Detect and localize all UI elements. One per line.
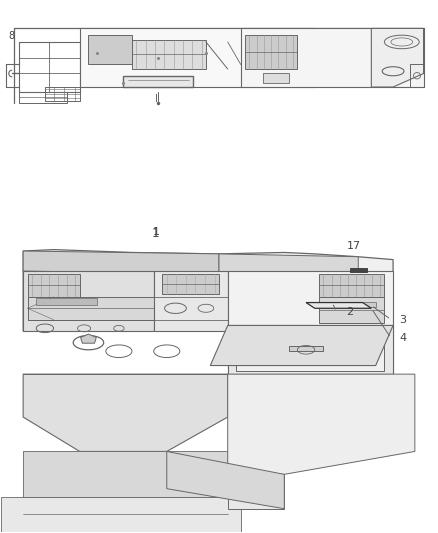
Polygon shape	[228, 474, 284, 508]
Polygon shape	[219, 254, 358, 274]
Polygon shape	[81, 334, 96, 343]
Text: 4: 4	[399, 333, 407, 343]
Polygon shape	[88, 35, 132, 64]
Polygon shape	[245, 35, 297, 69]
Text: 1: 1	[152, 227, 159, 240]
Polygon shape	[23, 374, 228, 451]
Polygon shape	[167, 451, 284, 508]
Polygon shape	[23, 249, 393, 331]
Polygon shape	[210, 326, 393, 366]
Polygon shape	[237, 328, 385, 372]
Polygon shape	[319, 297, 385, 322]
Polygon shape	[23, 451, 228, 497]
Polygon shape	[228, 374, 415, 474]
Polygon shape	[1, 497, 241, 531]
Polygon shape	[228, 271, 393, 374]
Polygon shape	[23, 271, 154, 331]
Polygon shape	[228, 326, 393, 374]
Bar	[328, 302, 350, 307]
Bar	[350, 268, 367, 272]
Text: 17: 17	[347, 241, 361, 252]
Polygon shape	[132, 39, 206, 69]
Text: 1: 1	[152, 227, 159, 237]
Text: 2: 2	[346, 306, 353, 317]
Polygon shape	[123, 76, 193, 87]
Text: 3: 3	[399, 314, 406, 325]
Polygon shape	[154, 271, 228, 331]
Polygon shape	[241, 28, 424, 87]
Bar	[262, 74, 289, 83]
Polygon shape	[80, 28, 315, 87]
Polygon shape	[162, 274, 219, 294]
Polygon shape	[23, 251, 219, 274]
Polygon shape	[371, 28, 424, 87]
Polygon shape	[28, 297, 154, 320]
Polygon shape	[306, 303, 371, 308]
Bar	[36, 298, 97, 305]
Polygon shape	[28, 274, 80, 297]
Text: 8: 8	[8, 31, 14, 41]
Polygon shape	[319, 274, 385, 297]
Bar	[354, 302, 376, 307]
Bar	[289, 345, 323, 351]
